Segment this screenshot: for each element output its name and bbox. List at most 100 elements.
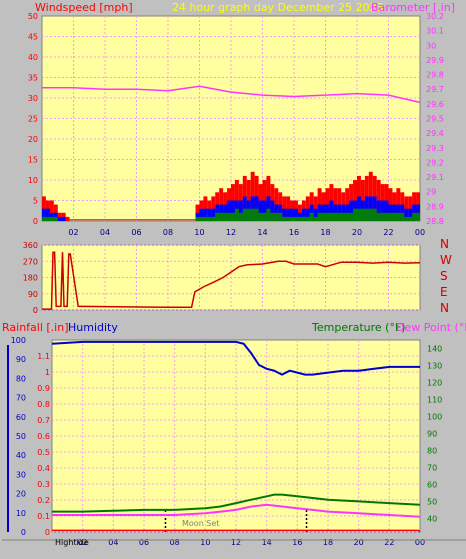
humidity-y-tick-label: 60 <box>16 413 26 422</box>
wind-bar <box>211 208 216 221</box>
average-bar <box>305 216 310 221</box>
wind-bar <box>61 216 66 221</box>
wind-x-tick-label: 10 <box>194 228 204 237</box>
wind-x-tick-label: 22 <box>383 228 393 237</box>
chart-title: 24 hour graph day December 25 2023 <box>172 1 384 14</box>
direction-y-tick-label: 180 <box>23 274 38 283</box>
direction-y-tick-label: 270 <box>23 257 38 266</box>
temp-y-tick-label: 40 <box>427 514 437 523</box>
humidity-y-axis: 0 10 20 30 40 50 60 70 80 90 100 <box>11 336 26 537</box>
temperature-line <box>52 493 421 513</box>
baro-y-tick-label: 29.7 <box>426 85 444 94</box>
average-bar <box>266 208 271 221</box>
wind-bar <box>294 208 298 221</box>
temp-y-tick-label: 90 <box>427 429 437 438</box>
barometer-line-group <box>42 85 421 104</box>
rain-y-tick-label: 0.6 <box>37 432 50 441</box>
average-bar <box>380 212 385 221</box>
wind-bar <box>290 208 294 221</box>
average-bar <box>223 212 228 221</box>
average-bar <box>325 212 330 221</box>
temp-y-tick-label: 110 <box>427 395 442 404</box>
wind-bar <box>404 208 409 221</box>
wind-y-tick-label: 5 <box>33 197 38 206</box>
average-bar <box>372 208 377 221</box>
wind-bar <box>286 208 291 221</box>
wind-x-tick-label: 08 <box>163 228 173 237</box>
temp-y-tick-label: 70 <box>427 463 437 472</box>
wind-y-axis: 0 5 10 15 20 25 30 35 40 45 50 <box>28 12 38 226</box>
moonset-label: Moon Set <box>182 519 219 528</box>
lower-x-tick-label: 18 <box>323 538 333 547</box>
baro-y-tick-label: 28.9 <box>426 202 444 211</box>
average-bar <box>353 208 357 221</box>
wind-bar <box>380 200 385 221</box>
dewpoint-label: Dew Point (°F) <box>396 321 466 334</box>
average-bar <box>250 208 255 221</box>
average-bar <box>215 212 220 221</box>
rain-y-tick-label: 0.5 <box>37 448 50 457</box>
temp-y-tick-label: 120 <box>427 378 442 387</box>
average-bar <box>242 208 247 221</box>
rain-y-tick-label: 0 <box>45 528 50 537</box>
average-bar <box>333 212 338 221</box>
wind-x-axis: 02 04 06 08 10 12 14 16 18 20 22 00 <box>68 228 425 237</box>
rain-y-tick-label: 0.1 <box>37 512 50 521</box>
average-bar <box>238 212 243 221</box>
average-bar <box>49 216 54 221</box>
gust-bar <box>65 216 70 221</box>
wind-x-tick-label: 16 <box>289 228 299 237</box>
average-bar <box>246 208 251 221</box>
baro-y-tick-label: 29.5 <box>426 115 444 124</box>
average-bar <box>392 212 397 221</box>
average-bar <box>368 208 373 221</box>
humidity-y-tick-label: 30 <box>16 470 26 479</box>
baro-y-tick-label: 29.1 <box>426 173 444 182</box>
average-bar <box>294 216 298 221</box>
temp-y-tick-label: 50 <box>427 497 437 506</box>
humidity-y-tick-label: 70 <box>16 394 26 403</box>
rainfall-label: Rainfall [.in] <box>2 321 69 334</box>
humidity-y-tick-label: 40 <box>16 451 26 460</box>
humidity-y-tick-label: 100 <box>11 336 26 345</box>
wind-y-tick-label: 35 <box>28 74 38 83</box>
lower-x-axis: 02 04 06 08 10 12 14 16 18 20 22 00 <box>78 538 426 547</box>
baro-y-tick-label: 30 <box>426 41 436 50</box>
wind-x-tick-label: 04 <box>100 228 110 237</box>
average-bar <box>309 212 314 221</box>
average-bar <box>195 216 200 221</box>
humidity-y-tick-label: 80 <box>16 374 26 383</box>
compass-letter: N <box>440 237 449 251</box>
windspeed-label: Windspeed [mph] <box>35 1 133 14</box>
wind-bar <box>227 200 231 221</box>
wind-x-tick-label: 12 <box>226 228 236 237</box>
lower-x-tick-label: 06 <box>139 538 149 547</box>
direction-line <box>42 251 421 310</box>
wind-y-tick-label: 10 <box>28 176 38 185</box>
average-bar <box>219 212 224 221</box>
wind-bar <box>305 208 310 221</box>
temp-y-tick-label: 60 <box>427 480 437 489</box>
humidity-y-tick-label: 20 <box>16 490 26 499</box>
average-bar <box>270 212 275 221</box>
dewpoint-line <box>52 503 421 518</box>
compass-letter: N <box>440 301 449 315</box>
baro-y-tick-label: 30.2 <box>426 12 444 21</box>
lower-x-tick-label: 16 <box>292 538 302 547</box>
average-bar <box>203 216 208 221</box>
average-bar <box>412 212 417 221</box>
temp-y-tick-label: 80 <box>427 446 437 455</box>
average-bar <box>357 208 361 221</box>
average-bar <box>207 216 212 221</box>
wind-bar <box>408 208 413 221</box>
average-bar <box>290 216 294 221</box>
average-bar <box>408 216 413 221</box>
average-bar <box>258 212 263 221</box>
lower-x-tick-label: 22 <box>384 538 394 547</box>
average-bar <box>286 216 291 221</box>
average-bar <box>231 212 235 221</box>
wind-x-tick-label: 18 <box>320 228 330 237</box>
rain-y-tick-label: 1.1 <box>37 352 50 361</box>
average-bar <box>384 212 389 221</box>
